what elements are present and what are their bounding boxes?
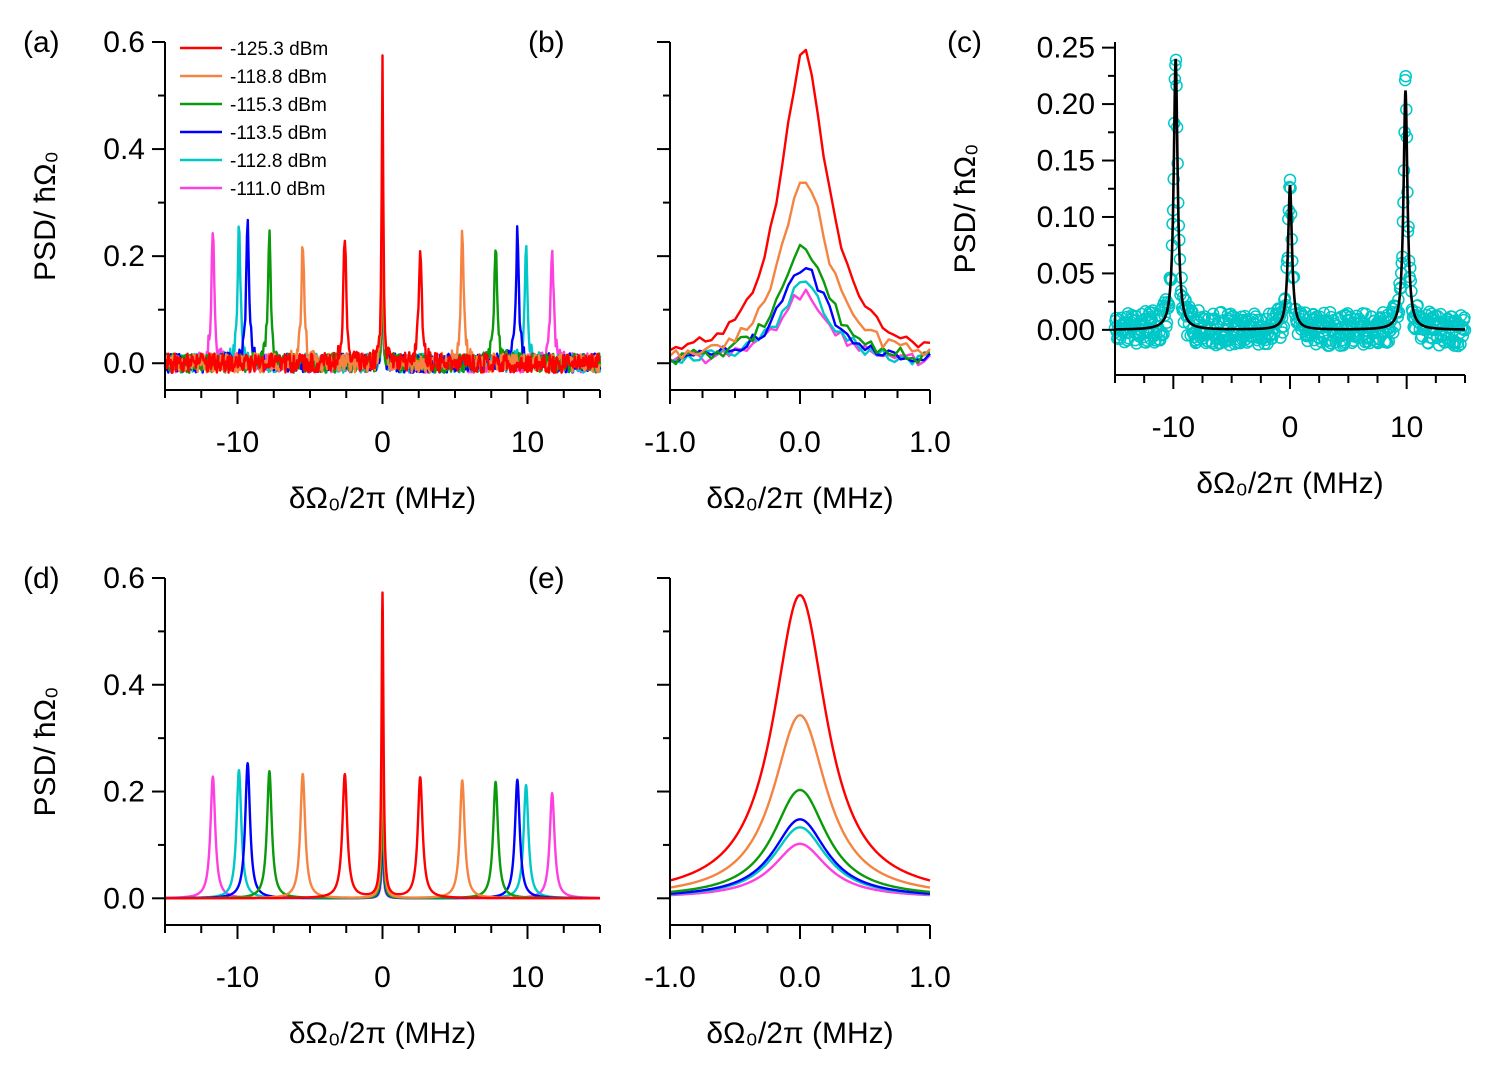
x-tick-label: 10 [511,961,544,994]
scatter-point [1398,73,1412,87]
scatter-point [1138,312,1152,325]
scatter-point [1317,306,1331,320]
panel-label: (e) [528,562,565,595]
legend-label: -115.3 dBm [230,95,327,116]
panel-label: (b) [528,26,565,59]
y-tick-label: 0.6 [103,562,145,595]
x-tick-label: -10 [216,961,259,994]
series-line-cyan [669,280,931,366]
scatter-point [1324,310,1338,324]
x-tick-label: 0.0 [779,426,821,459]
x-axis-title: δΩ₀/2π (MHz) [1196,467,1383,500]
scatter-point [1129,310,1143,323]
series-line-blue [669,818,931,895]
y-tick-label: 0.05 [1037,257,1095,290]
scatter-point [1454,338,1467,351]
scatter-point [1179,293,1192,307]
y-tick-label: 0.15 [1037,145,1095,178]
y-tick-label: 0.2 [103,240,145,273]
scatter-point [1298,306,1312,319]
x-axis-title: δΩ₀/2π (MHz) [289,482,476,515]
legend: -125.3 dBm -118.8 dBm -115.3 dBm -113.5 dBm… [180,39,328,200]
y-axis-title: PSD/ ħΩ₀ [949,144,982,274]
series-line-green [669,243,931,366]
scatter-point [1276,326,1289,339]
scatter-point [1157,327,1170,341]
scatter-point [1309,337,1323,351]
series-line-orange [669,181,931,361]
scatter-point [1458,311,1471,324]
series-line-cyan [669,826,931,896]
scatter-point [1186,305,1199,319]
scatter-point [1354,321,1367,334]
scatter-point [1275,311,1289,325]
y-tick-label: 0.6 [103,26,145,59]
x-axis-title: δΩ₀/2π (MHz) [706,482,893,515]
x-tick-label: -1.0 [644,426,696,459]
scatter-point [1399,69,1412,83]
scatter-point [1277,320,1291,333]
series-line-orange [669,714,931,889]
y-tick-label: 0.20 [1037,88,1095,121]
scatter-point [1214,305,1228,319]
y-tick-label: 0.25 [1037,32,1095,65]
legend-label: -125.3 dBm [230,39,328,60]
y-tick-label: 0.00 [1037,314,1095,347]
scatter-point [1387,326,1400,339]
panel-label: (c) [947,26,982,59]
x-tick-label: 0 [1282,411,1299,444]
scatter-point [1153,333,1167,347]
y-tick-label: 0.10 [1037,201,1095,234]
panel-e: -1.0 0.0 1.0 δΩ₀/2π (MHz) (e) [528,562,951,1050]
y-axis-title: PSD/ ħΩ₀ [29,151,62,281]
x-tick-label: -10 [1152,411,1195,444]
scatter-point [1380,336,1394,349]
scatter-point [1451,339,1465,353]
panel-label: (d) [23,562,60,595]
panel-a: 0.0 0.2 0.4 0.6 -10 0 10 δΩ₀/2π (MHz) PSD/ ħΩ₀ (a… [23,26,602,515]
y-tick-label: 0.2 [103,776,145,809]
x-axis-title: δΩ₀/2π (MHz) [289,1017,476,1050]
panel-label: (a) [23,26,60,59]
y-tick-label: 0.4 [103,133,145,166]
scatter-point [1323,305,1337,319]
series-line-red [163,54,601,375]
x-tick-label: -1.0 [644,961,696,994]
x-tick-label: 1.0 [909,961,951,994]
fit-line [1114,58,1466,331]
series-line-red [669,48,931,352]
x-tick-label: 10 [1390,411,1423,444]
x-tick-label: -10 [216,426,259,459]
series-line-magenta [669,842,931,897]
y-tick-label: 0.4 [103,669,145,702]
x-tick-label: 10 [511,426,544,459]
x-tick-label: 0.0 [779,961,821,994]
legend-label: -118.8 dBm [230,67,327,88]
series-line-red [669,593,931,882]
legend-label: -113.5 dBm [230,123,327,144]
x-tick-label: 1.0 [909,426,951,459]
panel-b: -1.0 0.0 1.0 δΩ₀/2π (MHz) (b) [528,26,951,515]
series-line-green [669,788,931,894]
y-tick-label: 0.0 [103,347,145,380]
panel-d: 0.0 0.2 0.4 0.6 -10 0 10 δΩ₀/2π (MHz) PSD/ ħΩ₀ (d… [23,562,601,1050]
x-tick-label: 0 [374,961,391,994]
series-line-red [164,591,601,900]
scatter-point [1160,320,1173,333]
y-axis-title: PSD/ ħΩ₀ [29,687,62,817]
legend-label: -112.8 dBm [230,151,327,172]
x-tick-label: 0 [374,426,391,459]
x-axis-title: δΩ₀/2π (MHz) [706,1017,893,1050]
y-tick-label: 0.0 [103,882,145,915]
legend-label: -111.0 dBm [230,179,325,200]
